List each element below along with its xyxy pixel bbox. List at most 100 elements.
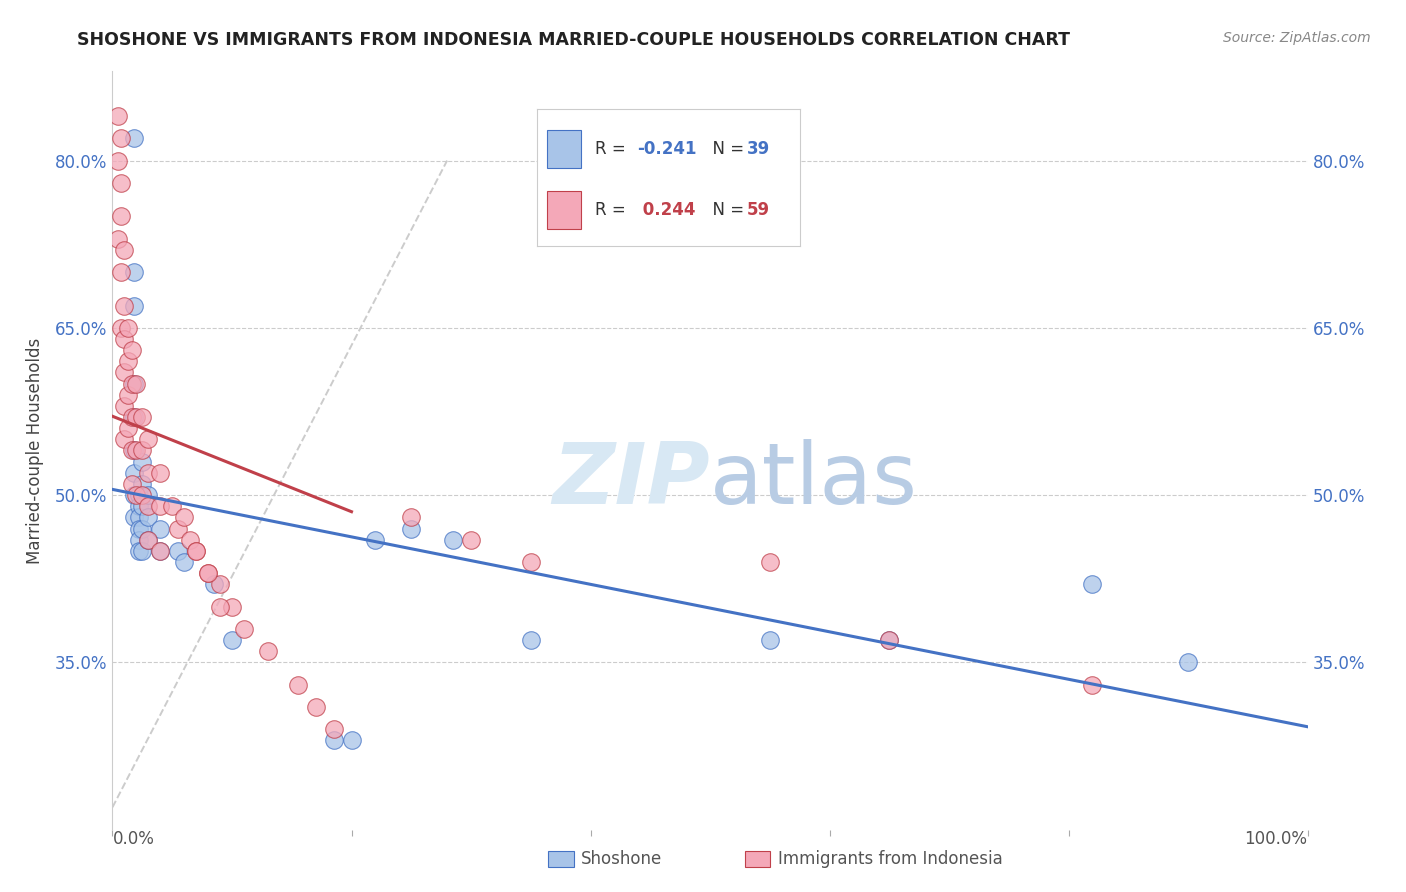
Point [233,622,256,636]
Point [131,454,153,468]
Point [441,533,464,547]
Point [122,488,145,502]
Point [186,543,208,558]
Point [138,510,160,524]
Point [121,410,143,425]
Point [125,410,148,425]
Point [128,488,150,502]
Text: ZIP: ZIP [553,439,710,523]
Point [114,366,135,380]
Point [138,533,160,547]
Point [114,399,135,413]
Point [209,577,232,591]
Point [879,633,901,648]
Point [117,354,139,368]
Point [110,131,132,145]
Point [186,543,208,558]
Point [121,343,143,357]
Text: Shoshone: Shoshone [581,850,662,868]
Point [759,633,782,648]
Point [221,633,243,648]
Point [149,499,172,513]
Point [138,432,160,446]
Point [122,510,145,524]
Point [759,555,782,569]
Point [128,533,150,547]
Point [107,153,129,168]
Point [122,466,145,480]
Point [197,566,219,580]
Text: Immigrants from Indonesia: Immigrants from Indonesia [778,850,1002,868]
Point [125,488,148,502]
Point [121,443,143,458]
Point [167,543,190,558]
Point [149,543,172,558]
Point [257,644,280,658]
Point [138,499,160,513]
Point [131,476,153,491]
Point [122,265,145,279]
Point [121,476,143,491]
Point [138,533,160,547]
Point [125,376,148,391]
Point [114,432,135,446]
Point [110,209,132,223]
Point [364,533,387,547]
Text: SHOSHONE VS IMMIGRANTS FROM INDONESIA MARRIED-COUPLE HOUSEHOLDS CORRELATION CHAR: SHOSHONE VS IMMIGRANTS FROM INDONESIA MA… [77,31,1070,49]
Point [107,231,129,245]
Point [128,543,150,558]
Point [202,577,225,591]
Point [128,521,150,535]
Point [138,466,160,480]
Y-axis label: Married-couple Households: Married-couple Households [25,337,44,564]
Point [131,543,153,558]
Point [305,699,328,714]
Point [131,488,153,502]
Point [179,533,201,547]
Point [122,376,145,391]
Point [131,521,153,535]
Point [173,510,195,524]
Point [149,521,172,535]
Point [520,555,543,569]
Point [131,499,153,513]
Point [117,421,139,435]
Text: Source: ZipAtlas.com: Source: ZipAtlas.com [1223,31,1371,45]
Point [520,633,543,648]
Point [340,733,363,747]
Point [149,466,172,480]
Point [110,265,132,279]
Point [121,376,143,391]
Point [107,109,129,123]
Point [167,521,190,535]
Point [138,488,160,502]
Point [460,533,482,547]
Point [401,521,423,535]
Text: 100.0%: 100.0% [1244,830,1308,847]
Point [122,298,145,312]
Point [110,320,132,334]
Point [221,599,243,614]
Point [122,410,145,425]
Point [287,678,309,692]
Point [322,723,344,737]
Point [879,633,901,648]
Point [128,499,150,513]
Point [117,387,139,401]
Point [197,566,219,580]
Text: 0.0%: 0.0% [112,830,155,847]
Point [131,443,153,458]
Text: atlas: atlas [710,439,918,523]
Point [149,543,172,558]
Point [209,599,232,614]
Point [401,510,423,524]
Point [173,555,195,569]
Point [128,510,150,524]
Point [1177,655,1199,669]
Point [110,176,132,190]
Point [114,243,135,257]
Point [162,499,183,513]
Point [1081,678,1104,692]
Point [322,733,344,747]
Point [117,320,139,334]
